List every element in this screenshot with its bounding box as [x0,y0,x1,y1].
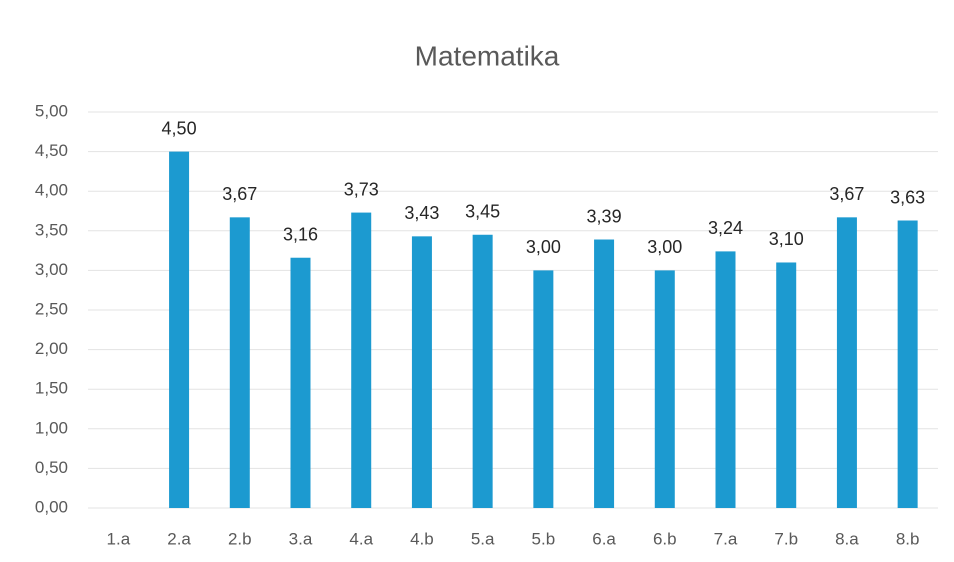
x-tick-label: 1.a [107,529,131,548]
y-tick-label: 1,00 [35,418,68,437]
data-label: 3,10 [769,229,804,249]
x-tick-label: 3.a [289,529,313,548]
bar [897,220,918,508]
x-tick-label: 6.a [592,529,616,548]
data-label: 3,43 [404,203,439,223]
x-tick-label: 8.b [896,529,920,548]
bar [472,234,493,508]
bar [411,236,432,508]
data-label: 3,00 [647,237,682,257]
x-tick-label: 6.b [653,529,677,548]
data-label: 3,67 [222,184,257,204]
data-label: 3,00 [526,237,561,257]
y-tick-label: 3,00 [35,260,68,279]
x-tick-label: 4.a [349,529,373,548]
chart-title: Matematika [415,40,560,71]
x-tick-label: 2.b [228,529,252,548]
y-tick-label: 0,00 [35,497,68,516]
bar [290,257,311,508]
y-tick-label: 3,50 [35,220,68,239]
data-label: 3,63 [890,187,925,207]
data-label: 3,45 [465,202,500,222]
data-label: 3,39 [587,206,622,226]
y-tick-label: 5,00 [35,101,68,120]
data-label: 3,73 [344,179,379,199]
y-tick-label: 4,00 [35,181,68,200]
bar [533,270,554,508]
bar [776,262,797,508]
bar [169,151,190,508]
y-tick-label: 1,50 [35,379,68,398]
bar [715,251,736,508]
data-label: 3,16 [283,224,318,244]
x-tick-label: 5.a [471,529,495,548]
x-tick-label: 7.b [774,529,798,548]
y-tick-label: 4,50 [35,141,68,160]
bar [654,270,675,508]
data-label: 4,50 [162,118,197,138]
x-tick-label: 7.a [714,529,738,548]
data-label: 3,67 [829,184,864,204]
x-tick-label: 2.a [167,529,191,548]
bar [229,217,250,508]
x-tick-label: 8.a [835,529,859,548]
bar [351,212,372,509]
x-tick-label: 4.b [410,529,434,548]
x-tick-label: 5.b [532,529,556,548]
y-tick-label: 0,50 [35,458,68,477]
y-tick-label: 2,50 [35,299,68,318]
y-tick-label: 2,00 [35,339,68,358]
data-label: 3,24 [708,218,743,238]
bar [594,239,615,508]
bar [836,217,857,508]
